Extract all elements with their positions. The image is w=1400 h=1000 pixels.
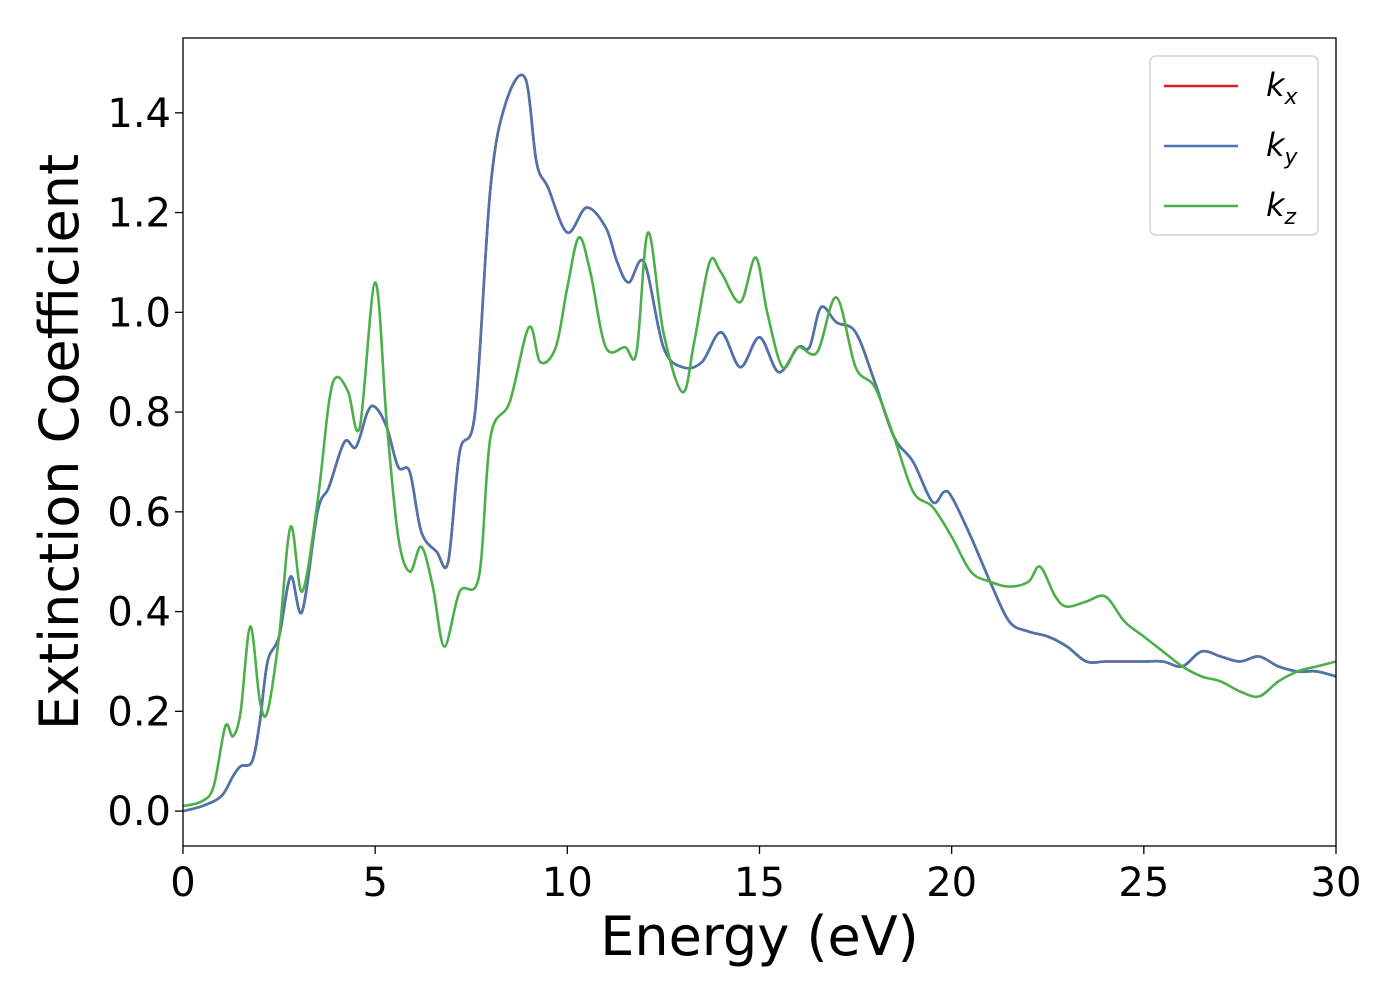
y-tick-label: 0.2 [107,689,171,735]
y-tick-label: 1.0 [107,290,171,336]
x-tick-label: 25 [1118,860,1169,906]
x-tick-label: 0 [170,860,195,906]
y-tick-label: 1.2 [107,191,171,237]
legend-label-y: ky [1266,126,1299,170]
x-tick-label: 30 [1311,860,1362,906]
x-axis-title: Energy (eV) [600,905,919,968]
x-tick-label: 20 [926,860,977,906]
y-tick-label: 1.4 [107,91,171,137]
x-axis: 0 5 10 15 20 25 30 [170,846,1361,906]
legend: kx ky kz [1149,55,1319,236]
y-tick-label: 0.4 [107,590,171,636]
y-tick-label: 0.8 [107,390,171,436]
legend-label-z: kz [1266,186,1297,230]
y-axis-title: Extinction Coefficient [28,154,91,730]
series-line-y [182,73,1337,813]
y-tick-label: 0.6 [107,490,171,536]
y-tick-label: 0.0 [107,789,171,835]
plot-lines [182,73,1337,813]
x-tick-label: 5 [362,860,387,906]
y-axis: 0.0 0.2 0.4 0.6 0.8 1.0 1.2 1.4 [107,91,183,835]
x-tick-label: 15 [734,860,785,906]
x-tick-label: 10 [542,860,593,906]
legend-label-x: kx [1266,66,1299,110]
series-line-z [182,231,1337,808]
